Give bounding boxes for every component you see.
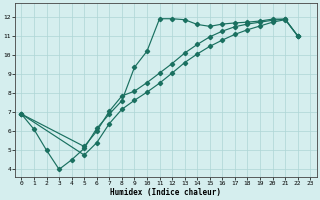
- X-axis label: Humidex (Indice chaleur): Humidex (Indice chaleur): [110, 188, 221, 197]
